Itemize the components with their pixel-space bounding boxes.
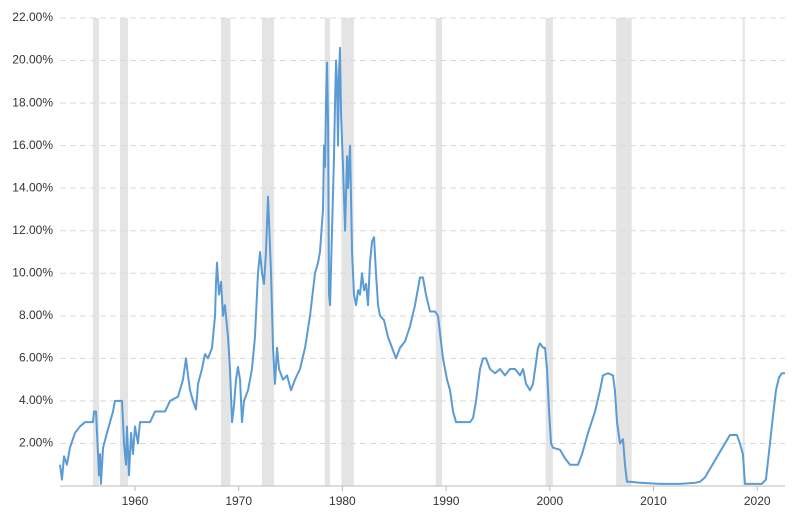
rate-line: [59, 46, 785, 485]
recession-band: [742, 18, 745, 486]
x-tick-label: 1970: [225, 494, 252, 508]
recession-band: [545, 18, 553, 486]
y-tick-label: 22.00%: [12, 10, 53, 24]
x-tick-label: 1980: [329, 494, 356, 508]
recession-band: [221, 18, 231, 486]
recession-band: [341, 18, 354, 486]
y-tick-label: 4.00%: [19, 393, 53, 407]
y-tick-label: 2.00%: [19, 436, 53, 450]
y-tick-label: 20.00%: [12, 53, 53, 67]
y-tick-label: 8.00%: [19, 308, 53, 322]
x-tick-label: 1990: [433, 494, 460, 508]
recession-band: [262, 18, 274, 486]
recession-band: [92, 18, 99, 486]
recession-band: [324, 18, 330, 486]
y-tick-label: 18.00%: [12, 95, 53, 109]
x-tick-label: 2010: [640, 494, 667, 508]
x-tick-label: 2000: [536, 494, 563, 508]
y-tick-label: 14.00%: [12, 180, 53, 194]
x-tick-label: 2020: [744, 494, 771, 508]
x-tick-label: 1960: [122, 494, 149, 508]
recession-band: [435, 18, 442, 486]
y-tick-label: 12.00%: [12, 223, 53, 237]
y-tick-label: 10.00%: [12, 265, 53, 279]
y-tick-label: 16.00%: [12, 138, 53, 152]
y-tick-label: 6.00%: [19, 351, 53, 365]
recession-band: [616, 18, 632, 486]
recession-band: [120, 18, 129, 486]
